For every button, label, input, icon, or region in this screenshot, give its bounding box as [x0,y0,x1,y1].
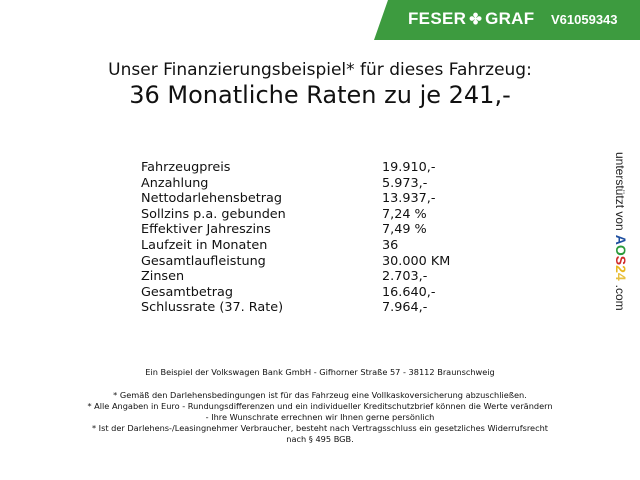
table-row: Schlussrate (37. Rate) 7.964,- [141,300,471,316]
row-value: 7.964,- [382,300,428,316]
sponsor-suffix: .com [613,284,627,311]
finance-table: Fahrzeugpreis 19.910,- Anzahlung 5.973,- Net… [141,160,471,316]
vehicle-id: V61059343 [551,12,618,27]
rate-headline: 36 Monatliche Raten zu je 241,- [129,81,511,109]
table-row: Laufzeit in Monaten 36 [141,238,471,254]
sponsor-note: unterstützt von AOS24 .com [613,152,629,311]
row-value: 5.973,- [382,175,428,191]
table-row: Effektiver Jahreszins 7,49 % [141,222,471,238]
bank-info: Ein Beispiel der Volkswagen Bank GmbH - … [145,367,495,377]
footnote: * Gemäß den Darlehensbedingungen ist für… [113,390,527,400]
row-value: 7,49 % [382,222,427,238]
row-value: 16.640,- [382,284,436,300]
row-label: Effektiver Jahreszins [141,222,271,238]
footnote: * Alle Angaben in Euro - Rundungsdiffere… [87,401,553,411]
table-row: Anzahlung 5.973,- [141,176,471,192]
row-value: 2.703,- [382,269,428,285]
brand-name: FESER [408,9,467,28]
row-value: 30.000 KM [382,253,451,269]
table-row: Sollzins p.a. gebunden 7,24 % [141,207,471,223]
footnote: nach § 495 BGB. [286,434,354,444]
title: Unser Finanzierungsbeispiel* für dieses … [108,60,532,80]
row-label: Schlussrate (37. Rate) [141,300,284,316]
table-row: Fahrzeugpreis 19.910,- [141,160,471,176]
row-label: Gesamtlaufleistung [141,253,266,269]
footnote: - Ihre Wunschrate errechnen wir Ihnen ge… [205,412,435,422]
row-value: 7,24 % [382,206,427,222]
clover-icon: ✤ [469,11,483,28]
footnotes: * Gemäß den Darlehensbedingungen ist für… [0,390,640,445]
row-label: Fahrzeugpreis [141,160,231,175]
table-row: Nettodarlehensbetrag 13.937,- [141,191,471,207]
row-label: Zinsen [141,269,185,285]
footnote: * Ist der Darlehens-/Leasingnehmer Verbr… [91,423,548,433]
dealer-banner [374,0,640,40]
row-value: 19.910,- [382,160,436,175]
row-value: 13.937,- [382,191,436,207]
row-label: Sollzins p.a. gebunden [141,206,286,222]
dealer-logo: FESER ✤ GRAF [408,9,534,29]
row-label: Laufzeit in Monaten [141,237,268,253]
row-value: 36 [382,237,399,253]
brand-name-2: GRAF [485,9,535,28]
row-label: Gesamtbetrag [141,284,234,300]
table-row: Zinsen 2.703,- [141,269,471,285]
table-row: Gesamtbetrag 16.640,- [141,285,471,301]
table-row: Gesamtlaufleistung 30.000 KM [141,254,471,270]
row-label: Nettodarlehensbetrag [141,191,282,207]
aos24-logo: AOS24 [613,234,629,281]
row-label: Anzahlung [141,175,209,191]
sponsor-prefix: unterstützt von [613,152,627,231]
